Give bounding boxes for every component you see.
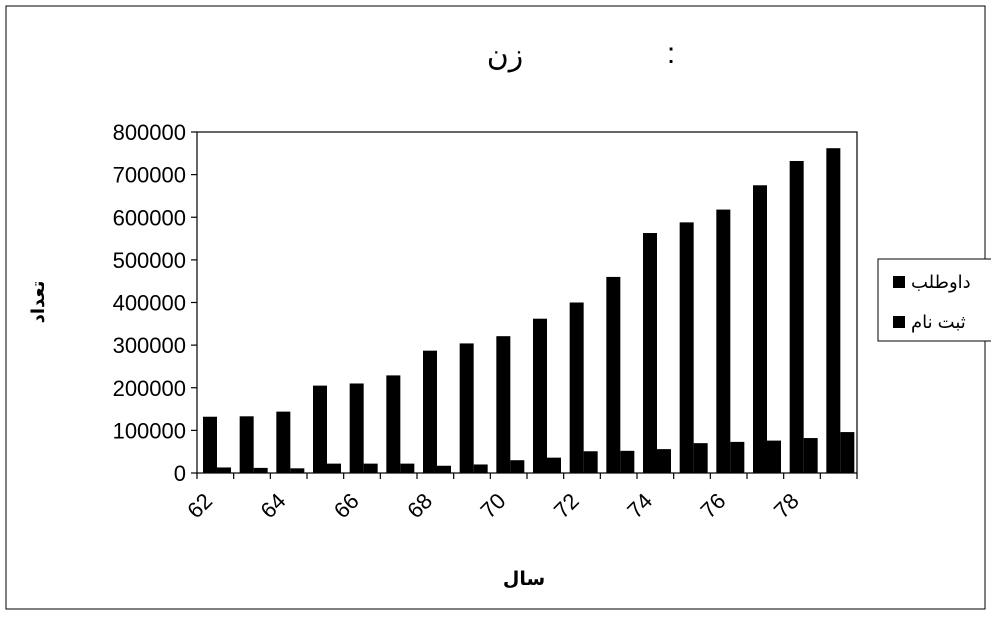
- x-tick-label: 64: [256, 488, 291, 523]
- bar-registered: [400, 463, 415, 473]
- x-tick-label: 74: [622, 488, 657, 523]
- x-tick-label: 68: [402, 488, 437, 523]
- bars-group: [203, 148, 855, 474]
- y-tick-label: 0: [174, 461, 186, 486]
- bar-registered: [290, 468, 305, 473]
- bar-candidates: [716, 209, 731, 473]
- bar-registered: [730, 441, 745, 473]
- bar-candidates: [606, 276, 621, 473]
- bar-candidates: [569, 302, 584, 473]
- x-tick-label: 66: [329, 488, 364, 523]
- bar-registered: [217, 467, 231, 473]
- bar-candidates: [753, 185, 767, 473]
- bar-registered: [767, 440, 781, 473]
- bar-registered: [510, 460, 525, 473]
- bar-registered: [840, 432, 855, 473]
- x-tick-label: 62: [182, 488, 217, 523]
- bar-candidates: [643, 233, 657, 473]
- bar-candidates: [496, 336, 511, 473]
- bar-registered: [657, 449, 671, 473]
- x-tick-label: 72: [549, 488, 584, 523]
- bar-candidates: [386, 375, 401, 473]
- bar-registered: [473, 464, 488, 473]
- y-tick-label: 500000: [113, 248, 186, 273]
- chart-title: زن: [487, 39, 524, 72]
- bar-candidates: [826, 148, 841, 473]
- bar-registered: [803, 438, 818, 473]
- bar-candidates: [313, 385, 327, 473]
- legend-swatch-candidates: [893, 276, 905, 288]
- y-tick-label: 800000: [113, 120, 186, 145]
- y-tick-label: 200000: [113, 376, 186, 401]
- bar-registered: [253, 467, 268, 473]
- x-tick-label: 70: [476, 488, 511, 523]
- legend: داوطلب ثبت نام: [877, 258, 991, 342]
- bar-registered: [620, 450, 635, 473]
- bar-candidates: [533, 318, 547, 473]
- x-axis: 62 64 66 68 70 72 74 76 78: [182, 473, 858, 523]
- bar-registered: [693, 443, 708, 473]
- bar-registered: [547, 457, 561, 473]
- legend-swatch-registered: [893, 316, 905, 328]
- bar-registered: [583, 451, 598, 473]
- y-axis-title: تعداد: [28, 281, 48, 324]
- y-tick-label: 700000: [113, 163, 186, 188]
- chart-title-mark: :: [667, 37, 675, 70]
- y-tick-label: 300000: [113, 333, 186, 358]
- bar-registered: [327, 463, 341, 473]
- bar-registered: [363, 463, 378, 473]
- y-axis: 0 100000 200000 300000 400000 500000 600000 700…: [113, 120, 197, 486]
- x-axis-title: سال: [503, 569, 545, 590]
- bar-candidates: [349, 383, 364, 473]
- bar-candidates: [203, 416, 217, 473]
- y-tick-label: 100000: [113, 418, 186, 443]
- y-tick-label: 600000: [113, 205, 186, 230]
- bar-candidates: [276, 411, 291, 473]
- bar-candidates: [679, 222, 694, 473]
- bar-registered: [437, 465, 451, 473]
- x-tick-label: 76: [696, 488, 731, 523]
- bar-candidates: [459, 343, 474, 473]
- bar-candidates: [239, 416, 254, 473]
- bar-candidates: [789, 160, 804, 474]
- y-tick-label: 400000: [113, 291, 186, 316]
- legend-label-candidates: داوطلب: [911, 272, 971, 293]
- x-tick-label: 78: [769, 488, 804, 523]
- legend-label-registered: ثبت نام: [911, 312, 966, 332]
- bar-candidates: [423, 350, 437, 473]
